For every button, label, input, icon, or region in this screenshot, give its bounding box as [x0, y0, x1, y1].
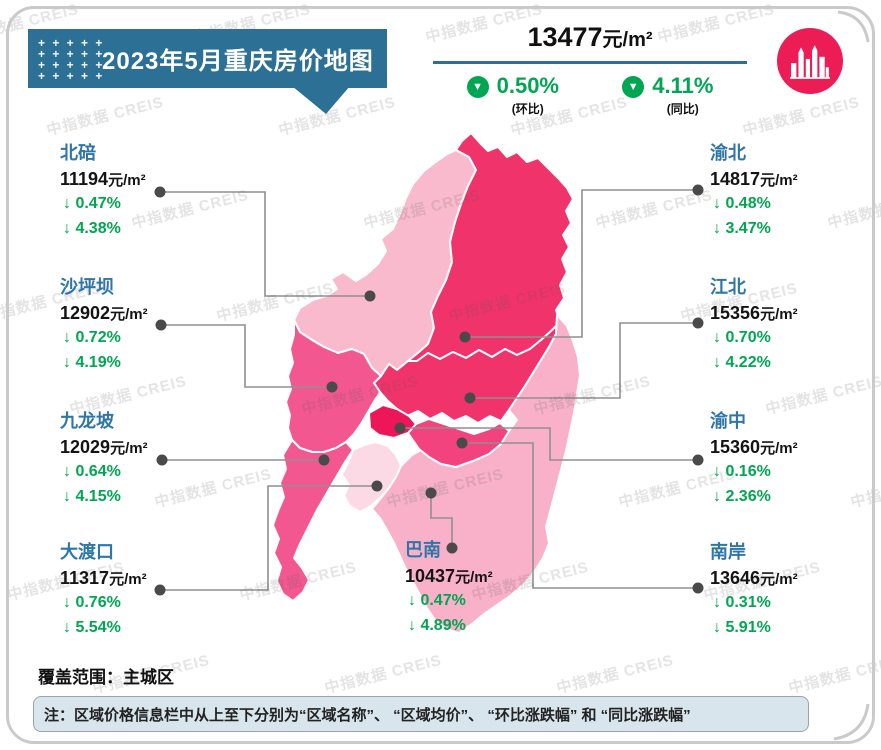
district-price: 15360元/m² [710, 437, 798, 457]
district-label-dadukou: 大渡口 11317元/m² ↓ 0.76% ↓ 5.54% [60, 543, 220, 645]
district-name: 渝中 [710, 411, 746, 431]
district-name: 江北 [710, 277, 746, 297]
yoy-change: ↓ 4.19% [63, 354, 121, 371]
mom-change: ↓ 0.76% [63, 594, 121, 611]
city-price-value: 13477 [527, 22, 603, 52]
yoy-value: 4.11% [652, 73, 714, 98]
yoy-change: ↓ 5.91% [713, 619, 771, 636]
connector-dot [692, 184, 704, 196]
connector-shapingba [161, 324, 332, 388]
connector-dot [318, 454, 330, 466]
connector-banan [430, 493, 453, 548]
connector-dot [456, 437, 468, 449]
summary-divider [433, 61, 747, 64]
connector-dot [692, 582, 704, 594]
coverage-note: 覆盖范围：主城区 [38, 668, 174, 687]
brand-logo [777, 28, 843, 94]
connector-yubei [465, 189, 698, 338]
mom-value: 0.50% [496, 73, 559, 98]
district-name: 九龙坡 [60, 411, 114, 431]
connector-jiangbei [470, 322, 698, 399]
connector-dot [326, 381, 338, 393]
district-label-yubei: 渝北 14817元/m² ↓ 0.48% ↓ 3.47% [710, 144, 870, 246]
district-price: 15356元/m² [710, 303, 798, 323]
mom-change: ↓ 0.72% [63, 329, 121, 346]
district-price: 11194元/m² [60, 169, 146, 189]
connector-dot [364, 290, 376, 302]
connector-dot [394, 422, 406, 434]
district-name: 巴南 [405, 540, 441, 560]
down-triangle-icon: ▼ [466, 76, 489, 98]
connector-dot [459, 331, 471, 343]
district-label-banan: 巴南 10437元/m² ↓ 0.47% ↓ 4.89% [405, 541, 565, 643]
yoy-change: ↓ 3.47% [713, 220, 771, 237]
page-title: 2023年5月重庆房价地图 [102, 48, 374, 75]
district-price: 12029元/m² [60, 437, 148, 457]
connector-dot [156, 454, 168, 466]
district-price: 11317元/m² [60, 568, 147, 588]
page-curl-bottom-right [833, 703, 870, 741]
connector-yuzhong [400, 427, 698, 461]
district-label-yuzhong: 渝中 15360元/m² ↓ 0.16% ↓ 2.36% [710, 412, 870, 514]
banner-plus-pattern: + + + + + + + + + + + + + + + + + + + + [38, 36, 105, 83]
district-label-beibei: 北碚 11194元/m² ↓ 0.47% ↓ 4.38% [60, 144, 220, 246]
district-name: 沙坪坝 [60, 277, 114, 297]
logo-buildings-icon [790, 45, 830, 79]
district-name: 渝北 [710, 143, 746, 163]
title-banner: + + + + + + + + + + + + + + + + + + + + 202… [28, 29, 387, 88]
down-triangle-icon: ▼ [622, 76, 645, 98]
connector-dot [692, 454, 704, 466]
mom-change: ↓ 0.70% [713, 329, 771, 346]
district-name: 南岸 [710, 542, 746, 562]
district-label-jiangbei: 江北 15356元/m² ↓ 0.70% ↓ 4.22% [710, 278, 870, 380]
district-price: 13646元/m² [710, 568, 798, 588]
district-label-shapingba: 沙坪坝 12902元/m² ↓ 0.72% ↓ 4.19% [60, 278, 220, 380]
yoy-change: ↓ 4.22% [713, 354, 771, 371]
mom-label: (环比) [511, 102, 544, 116]
connector-dot [446, 542, 458, 554]
yoy-change: ↓ 5.54% [63, 619, 121, 636]
connector-dot [155, 319, 167, 331]
connector-dot [692, 317, 704, 329]
connector-lines [160, 189, 698, 591]
district-label-nanan: 南岸 13646元/m² ↓ 0.31% ↓ 5.91% [710, 543, 870, 645]
city-average-price: 13477元/m² [425, 22, 755, 55]
mom-change: ↓ 0.16% [713, 463, 771, 480]
footnote-bar: 注：区域价格信息栏中从上至下分别为“区域名称”、 “区域均价”、 “环比涨跌幅”… [33, 696, 809, 732]
map-district-jiulongpo [272, 439, 354, 602]
connector-dot [154, 584, 166, 596]
connector-dot [464, 392, 476, 404]
connector-dot [154, 186, 166, 198]
mom-change: ↓ 0.47% [408, 592, 466, 609]
connector-dot [371, 480, 383, 492]
district-price: 14817元/m² [710, 169, 798, 189]
yoy-stat: ▼ 4.11% (同比) [622, 74, 713, 117]
mom-change: ↓ 0.48% [713, 195, 771, 212]
mom-change: ↓ 0.31% [713, 594, 771, 611]
city-summary: 13477元/m² ▼ 0.50% (环比) ▼ 4.11% (同比) [425, 22, 755, 117]
connector-dadukou [160, 485, 377, 591]
connector-beibei [160, 191, 370, 297]
banner-tail [292, 86, 350, 114]
yoy-change: ↓ 2.36% [713, 488, 771, 505]
connector-dot [425, 487, 437, 499]
district-name: 北碚 [60, 143, 96, 163]
mom-change: ↓ 0.47% [63, 195, 121, 212]
district-label-jiulongpo: 九龙坡 12029元/m² ↓ 0.64% ↓ 4.15% [60, 412, 220, 514]
district-name: 大渡口 [60, 542, 114, 562]
city-price-unit: 元/m² [602, 29, 653, 51]
mom-stat: ▼ 0.50% (环比) [466, 73, 559, 117]
district-price: 12902元/m² [60, 303, 148, 323]
district-price: 10437元/m² [405, 566, 493, 586]
connector-nanan [462, 442, 698, 589]
page-curl-top-right [837, 10, 870, 43]
yoy-change: ↓ 4.38% [63, 220, 121, 237]
mom-change: ↓ 0.64% [63, 463, 121, 480]
yoy-change: ↓ 4.15% [63, 488, 121, 505]
yoy-label: (同比) [666, 102, 699, 116]
yoy-change: ↓ 4.89% [408, 617, 466, 634]
connector-dots [154, 184, 704, 596]
